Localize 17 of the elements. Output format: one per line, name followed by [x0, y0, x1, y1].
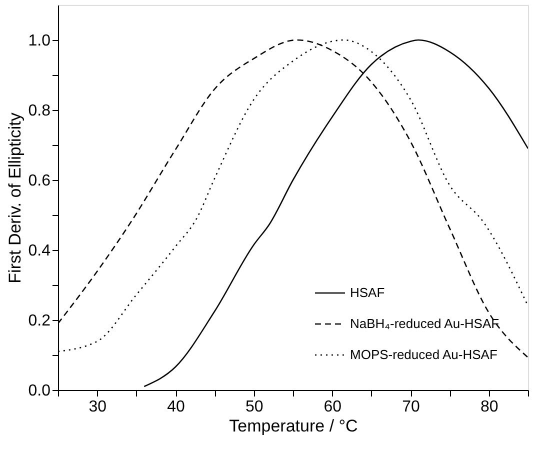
x-tick-label: 30: [88, 398, 107, 416]
legend-label: HSAF: [350, 285, 385, 300]
y-tick-label: 0.4: [28, 242, 51, 260]
x-tick-label: 70: [402, 398, 420, 416]
x-tick-label: 40: [167, 398, 185, 416]
y-axis-title: First Deriv. of Ellipticity: [5, 112, 24, 284]
legend-label: NaBH₄-reduced Au-HSAF: [350, 316, 500, 331]
y-tick-label: 0.8: [28, 102, 51, 120]
y-tick-label: 0.6: [28, 172, 51, 190]
y-tick-label: 1.0: [28, 32, 51, 50]
x-tick-label: 80: [480, 398, 498, 416]
y-tick-label: 0.2: [28, 312, 51, 330]
x-tick-label: 50: [245, 398, 264, 416]
y-tick-label: 0.0: [28, 382, 51, 400]
x-tick-label: 60: [324, 398, 342, 416]
x-axis-title: Temperature / °C: [229, 416, 358, 436]
legend-label: MOPS-reduced Au-HSAF: [350, 347, 498, 362]
